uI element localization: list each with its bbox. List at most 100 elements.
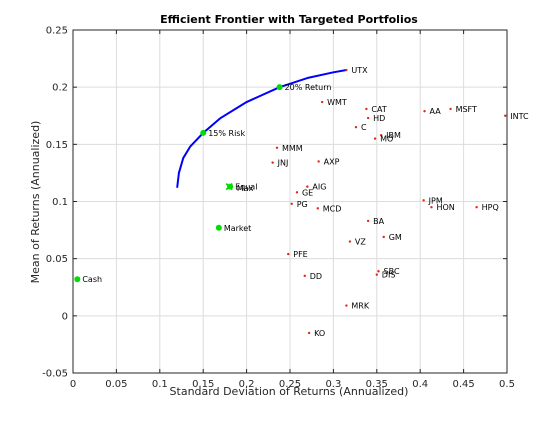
y-tick-label: 0.05 <box>46 254 68 265</box>
x-tick-label: 0.25 <box>279 379 301 390</box>
asset-label-ba: BA <box>373 217 384 226</box>
asset-point-dis <box>375 273 378 276</box>
x-tick-label: 0.45 <box>452 379 474 390</box>
portfolio-point-cash <box>74 276 81 283</box>
x-tick-label: 0.35 <box>366 379 388 390</box>
portfolio-label-20-return: 20% Return <box>285 83 332 92</box>
portfolio-label-market: Market <box>224 224 252 233</box>
axes-layer: 0 0.05 0.1 0.15 0.2 0.25 0.3 0.35 0.4 0.45 0.5 -0.0… <box>42 26 515 391</box>
asset-label-intc: INTC <box>510 112 529 121</box>
y-axis-label: Mean of Returns (Annualized) <box>29 121 42 284</box>
asset-label-hd: HD <box>373 114 385 123</box>
x-tick-label: 0.15 <box>192 379 214 390</box>
efficient-frontier-line <box>176 69 347 188</box>
portfolio-point-market <box>215 224 222 231</box>
asset-point-hon <box>430 206 433 209</box>
asset-point-utx <box>345 68 348 72</box>
asset-label-mo: MO <box>380 135 393 144</box>
asset-label-dd: DD <box>310 272 322 281</box>
asset-label-hon: HON <box>436 203 454 212</box>
asset-label-vz: VZ <box>355 238 366 247</box>
asset-point-c <box>354 125 358 129</box>
asset-label-wmt: WMT <box>327 98 347 107</box>
asset-point-mo <box>373 137 377 140</box>
asset-label-jpm: JPM <box>428 196 443 205</box>
asset-label-mcd: MCD <box>323 204 342 213</box>
asset-point-ge <box>295 191 299 194</box>
asset-label-dis: DIS <box>382 271 396 280</box>
chart-title: Efficient Frontier with Targeted Portfol… <box>160 13 418 26</box>
x-tick-label: 0.4 <box>412 379 428 390</box>
y-tick-label: 0.1 <box>52 197 68 208</box>
asset-label-axp: AXP <box>324 157 340 166</box>
portfolio-point-max <box>225 183 233 191</box>
x-tick-label: 0.1 <box>152 379 168 390</box>
asset-label-pfe: PFE <box>293 250 307 259</box>
asset-point-vz <box>348 240 352 243</box>
asset-point-hd <box>366 116 370 120</box>
asset-label-mmm: MMM <box>282 144 303 153</box>
asset-point-dd <box>303 274 306 278</box>
x-axis-label: Standard Deviation of Returns (Annualize… <box>170 385 409 398</box>
x-tick-label: 0.2 <box>239 379 255 390</box>
asset-point-pfe <box>287 252 290 256</box>
asset-point-mmm <box>275 146 279 149</box>
asset-label-aa: AA <box>430 107 442 116</box>
asset-point-aa <box>423 109 426 113</box>
asset-point-msft <box>449 107 452 111</box>
y-tick-label: 0.2 <box>52 83 68 94</box>
asset-point-axp <box>317 160 320 163</box>
asset-point-wmt <box>320 100 324 104</box>
asset-point-cat <box>365 107 368 111</box>
asset-label-jnj: JNJ <box>277 159 289 168</box>
portfolio-label-equal: Equal <box>235 183 257 192</box>
asset-point-jpm <box>422 199 425 202</box>
x-tick-label: 0.5 <box>499 379 515 390</box>
grid-layer <box>73 30 507 373</box>
asset-point-gm <box>382 235 385 239</box>
portfolio-label-cash: Cash <box>82 275 102 284</box>
asset-label-sbc: SBC <box>384 267 400 276</box>
asset-label-hpq: HPQ <box>482 203 499 212</box>
asset-label-ge: GE <box>302 188 313 197</box>
asset-label-msft: MSFT <box>456 105 477 114</box>
y-tick-label: 0 <box>62 311 68 322</box>
frontier-layer <box>176 69 347 188</box>
asset-point-aig <box>306 185 309 188</box>
y-tick-label: 0.15 <box>46 140 68 151</box>
y-tick-label: 0.25 <box>46 26 68 37</box>
asset-label-aig: AIG <box>312 183 326 192</box>
asset-point-ko <box>307 331 311 335</box>
asset-label-gm: GM <box>389 233 402 242</box>
x-tick-label: 0.05 <box>105 379 127 390</box>
asset-point-intc <box>504 114 507 117</box>
x-tick-label: 0 <box>70 379 76 390</box>
asset-point-jnj <box>271 161 274 164</box>
asset-label-c: C <box>361 123 367 132</box>
plot-frame <box>72 29 508 374</box>
asset-point-ibm <box>379 133 383 137</box>
asset-point-hpq <box>475 206 478 209</box>
portfolio-point-20-return <box>276 84 283 91</box>
portfolio-label-15-risk: 15% Risk <box>208 129 245 138</box>
asset-point-mrk <box>345 304 348 307</box>
asset-point-sbc <box>377 270 380 273</box>
asset-label-cat: CAT <box>371 105 386 114</box>
portfolio-label-max: Max <box>237 184 254 193</box>
asset-label-ko: KO <box>314 329 325 338</box>
y-tick-label: -0.05 <box>42 369 68 380</box>
asset-label-ibm: IBM <box>386 131 401 140</box>
asset-label-pg: PG <box>297 200 308 209</box>
asset-point-mcd <box>316 207 319 210</box>
asset-label-utx: UTX <box>351 66 368 75</box>
asset-point-ba <box>366 219 370 223</box>
portfolio-point-15-risk <box>200 129 207 136</box>
asset-point-pg <box>290 202 293 205</box>
x-tick-label: 0.3 <box>325 379 341 390</box>
asset-label-mrk: MRK <box>351 302 369 311</box>
